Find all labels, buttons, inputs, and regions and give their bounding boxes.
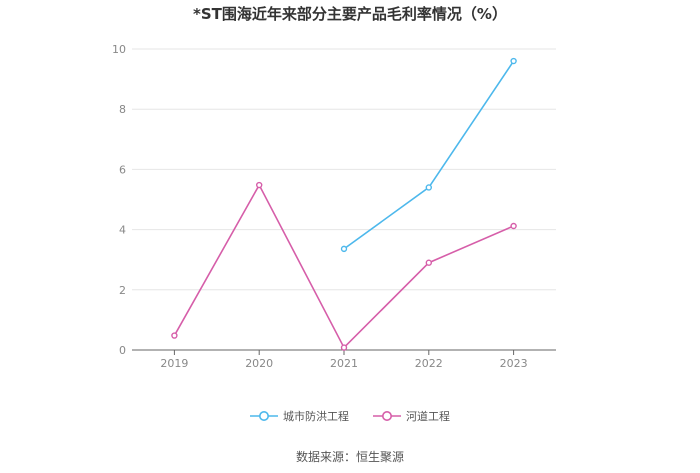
data-point	[510, 222, 517, 230]
x-tick-label: 2020	[245, 357, 273, 370]
series-points	[171, 57, 517, 351]
data-point	[510, 57, 517, 65]
legend-item-1[interactable]: 城市防洪工程	[250, 408, 349, 424]
data-point	[171, 332, 178, 339]
data-point	[425, 259, 432, 266]
legend-item-2[interactable]: 河道工程	[373, 408, 450, 424]
series-lines	[173, 60, 515, 349]
y-tick-label: 6	[119, 163, 126, 176]
series-line-2	[173, 183, 514, 349]
y-tick-label: 4	[119, 224, 126, 237]
series-line-1	[343, 60, 515, 250]
data-point	[425, 184, 432, 191]
x-tick-label: 2021	[330, 357, 358, 370]
x-tick-label: 2019	[160, 357, 188, 370]
x-axis: 2019 2020 2021 2022 2023	[132, 349, 556, 370]
legend: 城市防洪工程 河道工程	[0, 408, 700, 424]
y-tick-label: 10	[112, 43, 126, 56]
data-point	[256, 181, 263, 189]
y-axis-labels: 0 2 4 6 8 10	[112, 43, 126, 357]
legend-swatch	[373, 411, 401, 421]
y-tick-label: 8	[119, 103, 126, 116]
x-tick-label: 2023	[500, 357, 528, 370]
y-tick-label: 2	[119, 284, 126, 297]
grid-lines	[132, 48, 556, 291]
data-point	[340, 245, 348, 253]
y-tick-label: 0	[119, 344, 126, 357]
chart-title: *ST围海近年来部分主要产品毛利率情况（%）	[193, 5, 507, 23]
source-note: 数据来源：恒生聚源	[295, 450, 404, 464]
legend-label: 城市防洪工程	[283, 410, 349, 423]
legend-swatch	[250, 411, 278, 421]
data-point	[340, 344, 348, 351]
x-tick-label: 2022	[415, 357, 443, 370]
legend-label: 河道工程	[406, 410, 450, 423]
